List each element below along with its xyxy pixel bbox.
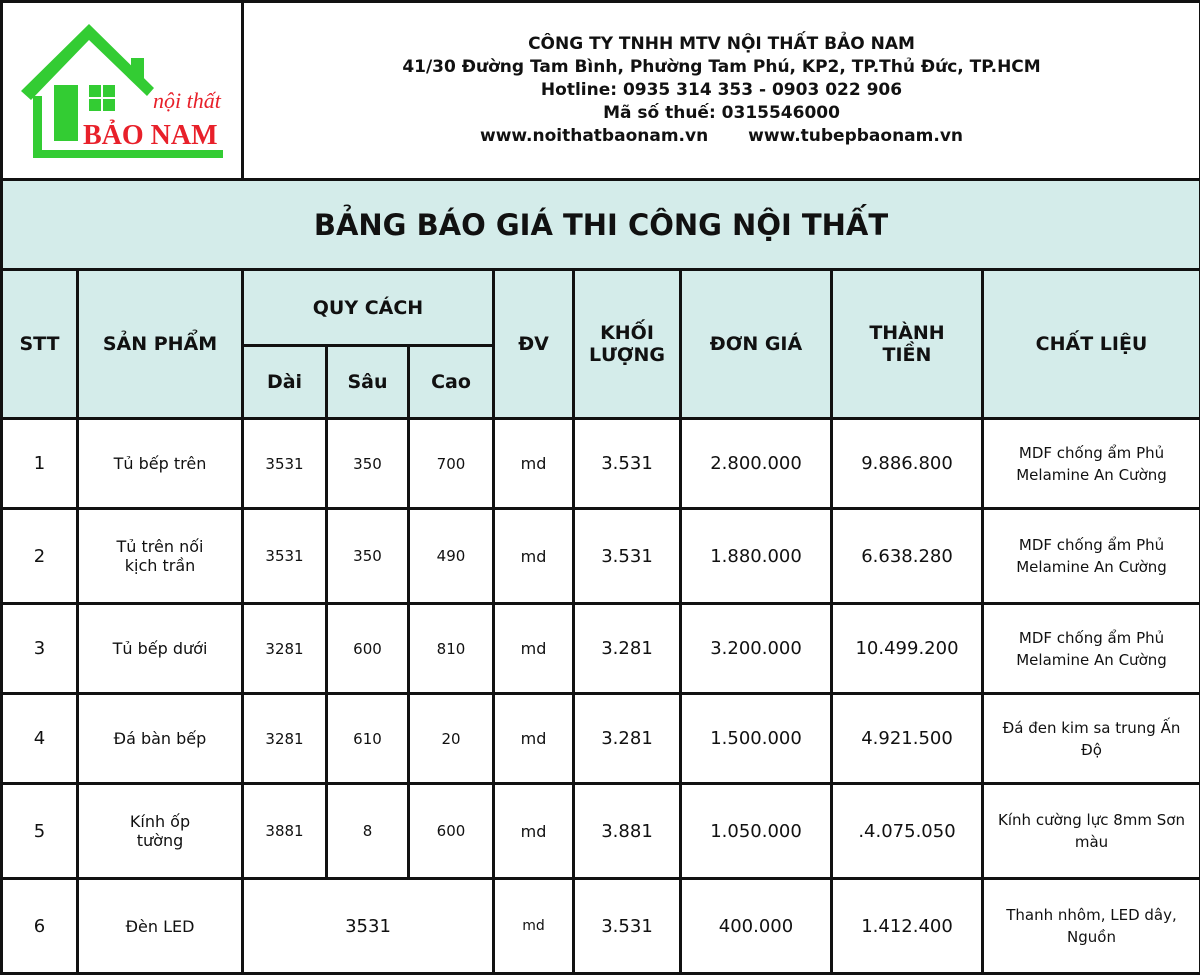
cell-height: 700 [407,417,495,510]
cell-total: 9.886.800 [830,417,984,510]
cell-length: 3281 [241,602,328,695]
cell-price: 1.880.000 [679,507,833,605]
cell-material: Đá đen kim sa trung Ấn Độ [980,692,1200,785]
cell-product: Tủ bếp trên [76,417,244,510]
cell-length: 3531 [241,417,328,510]
header-spec: QUY CÁCH [241,268,495,347]
cell-unit: md [492,602,575,695]
cell-product: Tủ bếp dưới [76,602,244,695]
table-row: 3 Tủ bếp dưới 3281 600 810 md 3.281 3.200.000 10… [0,602,1200,695]
header-height: Cao [407,344,495,420]
cell-unit: md [492,692,575,785]
logo: nội thất BẢO NAM [21,23,223,158]
cell-unit: md [492,507,575,605]
cell-qty: 3.531 [572,507,682,605]
website-link-2[interactable]: www.tubepbaonam.vn [748,126,964,146]
cell-depth: 350 [325,417,410,510]
cell-material: MDF chống ẩm Phủ Melamine An Cường [980,507,1200,605]
header-product: SẢN PHẨM [76,268,244,420]
table-row: 1 Tủ bếp trên 3531 350 700 md 3.531 2.800.000 9.… [0,417,1200,510]
cell-height: 600 [407,782,495,880]
cell-total: 10.499.200 [830,602,984,695]
cell-stt: 5 [0,782,79,880]
header-depth: Sâu [325,344,410,420]
cell-stt: 3 [0,602,79,695]
cell-qty: 3.281 [572,692,682,785]
cell-product: Tủ trên nối kịch trần [76,507,244,605]
cell-price: 3.200.000 [679,602,833,695]
house-roof-icon [21,23,154,100]
window-icon [89,84,115,111]
cell-height: 490 [407,507,495,605]
table-row: 5 Kính ốp tường 3881 8 600 md 3.881 1.050.000.4… [0,782,1200,880]
company-hotline: Hotline: 0935 314 353 - 0903 022 906 [540,80,903,100]
table-row: 4 Đá bàn bếp 3281 610 20 md 3.281 1.500.000 4.92… [0,692,1200,785]
company-address: 41/30 Đường Tam Bình, Phường Tam Phú, KP… [402,57,1041,77]
company-info: CÔNG TY TNHH MTV NỘI THẤT BẢO NAM 41/30 … [240,0,1200,181]
header-total: THÀNH TIỀN [830,268,984,420]
cell-depth: 610 [325,692,410,785]
header-unit: ĐV [492,268,575,420]
svg-text:BẢO NAM: BẢO NAM [83,120,218,151]
door-icon [54,84,78,141]
cell-material: Kính cường lực 8mm Sơn màu [980,782,1200,880]
cell-product: Đá bàn bếp [76,692,244,785]
cell-stt: 1 [0,417,79,510]
cell-length: 3281 [241,692,328,785]
svg-text:nội thất: nội thất [153,88,222,113]
cell-total: .4.075.050 [830,782,984,880]
cell-product: Kính ốp tường [76,782,244,880]
cell-material: MDF chống ẩm Phủ Melamine An Cường [980,602,1200,695]
cell-total: 4.921.500 [830,692,984,785]
cell-depth: 600 [325,602,410,695]
cell-depth: 8 [325,782,410,880]
table-row: 2 Tủ trên nối kịch trần 3531 350 490 md 3.531 1… [0,507,1200,605]
header-length: Dài [241,344,328,420]
cell-qty: 3.281 [572,602,682,695]
website-link-1[interactable]: www.noithatbaonam.vn [480,126,709,146]
company-tax: Mã số thuế: 0315546000 [603,103,840,123]
cell-depth: 350 [325,507,410,605]
cell-price: 1.500.000 [679,692,833,785]
cell-height: 810 [407,602,495,695]
header-price: ĐƠN GIÁ [679,268,833,420]
cell-height: 20 [407,692,495,785]
logo-cell: nội thất BẢO NAM [0,0,244,181]
header-material: CHẤT LIỆU [980,268,1200,420]
header-stt: STT [0,268,79,420]
cell-unit: md [492,782,575,880]
cell-unit: md [492,417,575,510]
cell-qty: 3.531 [572,417,682,510]
cell-material: MDF chống ẩm Phủ Melamine An Cường [980,417,1200,510]
cell-stt: 4 [0,692,79,785]
cell-price: 1.050.000 [679,782,833,880]
cell-length: 3531 [241,507,328,605]
cell-qty: 3.881 [572,782,682,880]
cell-total: 6.638.280 [830,507,984,605]
cell-price: 2.800.000 [679,417,833,510]
cell-stt: 2 [0,507,79,605]
cell-length: 3881 [241,782,328,880]
header-qty: KHỐI LƯỢNG [572,268,682,420]
table-row: 6 Đèn LED 3531 md 3.531 400.000 1.412.40… [0,877,1200,975]
page-title: BẢNG BÁO GIÁ THI CÔNG NỘI THẤT [0,178,1200,271]
company-name: CÔNG TY TNHH MTV NỘI THẤT BẢO NAM [528,34,915,54]
